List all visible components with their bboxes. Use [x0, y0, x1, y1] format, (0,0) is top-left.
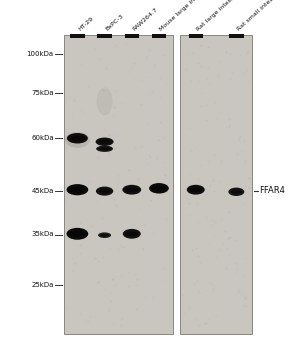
Text: RAW264.7: RAW264.7 — [132, 7, 159, 32]
Ellipse shape — [96, 187, 113, 196]
Ellipse shape — [149, 183, 169, 194]
Ellipse shape — [65, 132, 90, 148]
Ellipse shape — [98, 232, 111, 238]
Bar — [97, 34, 112, 38]
Text: Rat large intestine: Rat large intestine — [196, 0, 242, 32]
Ellipse shape — [231, 190, 242, 194]
Ellipse shape — [187, 185, 205, 195]
Bar — [152, 34, 166, 38]
Bar — [64, 35, 173, 334]
Ellipse shape — [98, 140, 111, 143]
Ellipse shape — [152, 186, 166, 191]
Ellipse shape — [96, 138, 114, 146]
Text: 100kDa: 100kDa — [26, 51, 54, 57]
Ellipse shape — [126, 232, 138, 236]
Text: HT-29: HT-29 — [77, 16, 94, 32]
Ellipse shape — [66, 228, 88, 240]
Ellipse shape — [70, 187, 85, 192]
Ellipse shape — [99, 189, 111, 193]
Ellipse shape — [67, 133, 88, 144]
Bar — [229, 34, 244, 38]
Ellipse shape — [100, 234, 109, 237]
Ellipse shape — [97, 88, 113, 116]
Text: FFAR4: FFAR4 — [260, 186, 285, 195]
Ellipse shape — [99, 147, 110, 150]
Text: 75kDa: 75kDa — [31, 90, 54, 96]
Text: 60kDa: 60kDa — [31, 135, 54, 141]
Bar — [188, 34, 203, 38]
Text: 35kDa: 35kDa — [31, 231, 54, 238]
Ellipse shape — [66, 184, 88, 195]
Text: 45kDa: 45kDa — [31, 188, 54, 194]
Ellipse shape — [125, 188, 138, 192]
Ellipse shape — [123, 229, 141, 239]
Bar — [70, 34, 85, 38]
Text: BxPC-3: BxPC-3 — [105, 14, 124, 32]
Ellipse shape — [70, 136, 85, 141]
Ellipse shape — [122, 185, 141, 195]
Text: 25kDa: 25kDa — [31, 282, 54, 288]
Bar — [180, 35, 252, 334]
Ellipse shape — [189, 188, 202, 192]
Bar — [124, 34, 139, 38]
Ellipse shape — [229, 188, 244, 196]
Ellipse shape — [96, 146, 113, 152]
Text: Mouse large intestine: Mouse large intestine — [159, 0, 213, 32]
Ellipse shape — [70, 231, 85, 237]
Text: Rat small intestine: Rat small intestine — [236, 0, 283, 32]
